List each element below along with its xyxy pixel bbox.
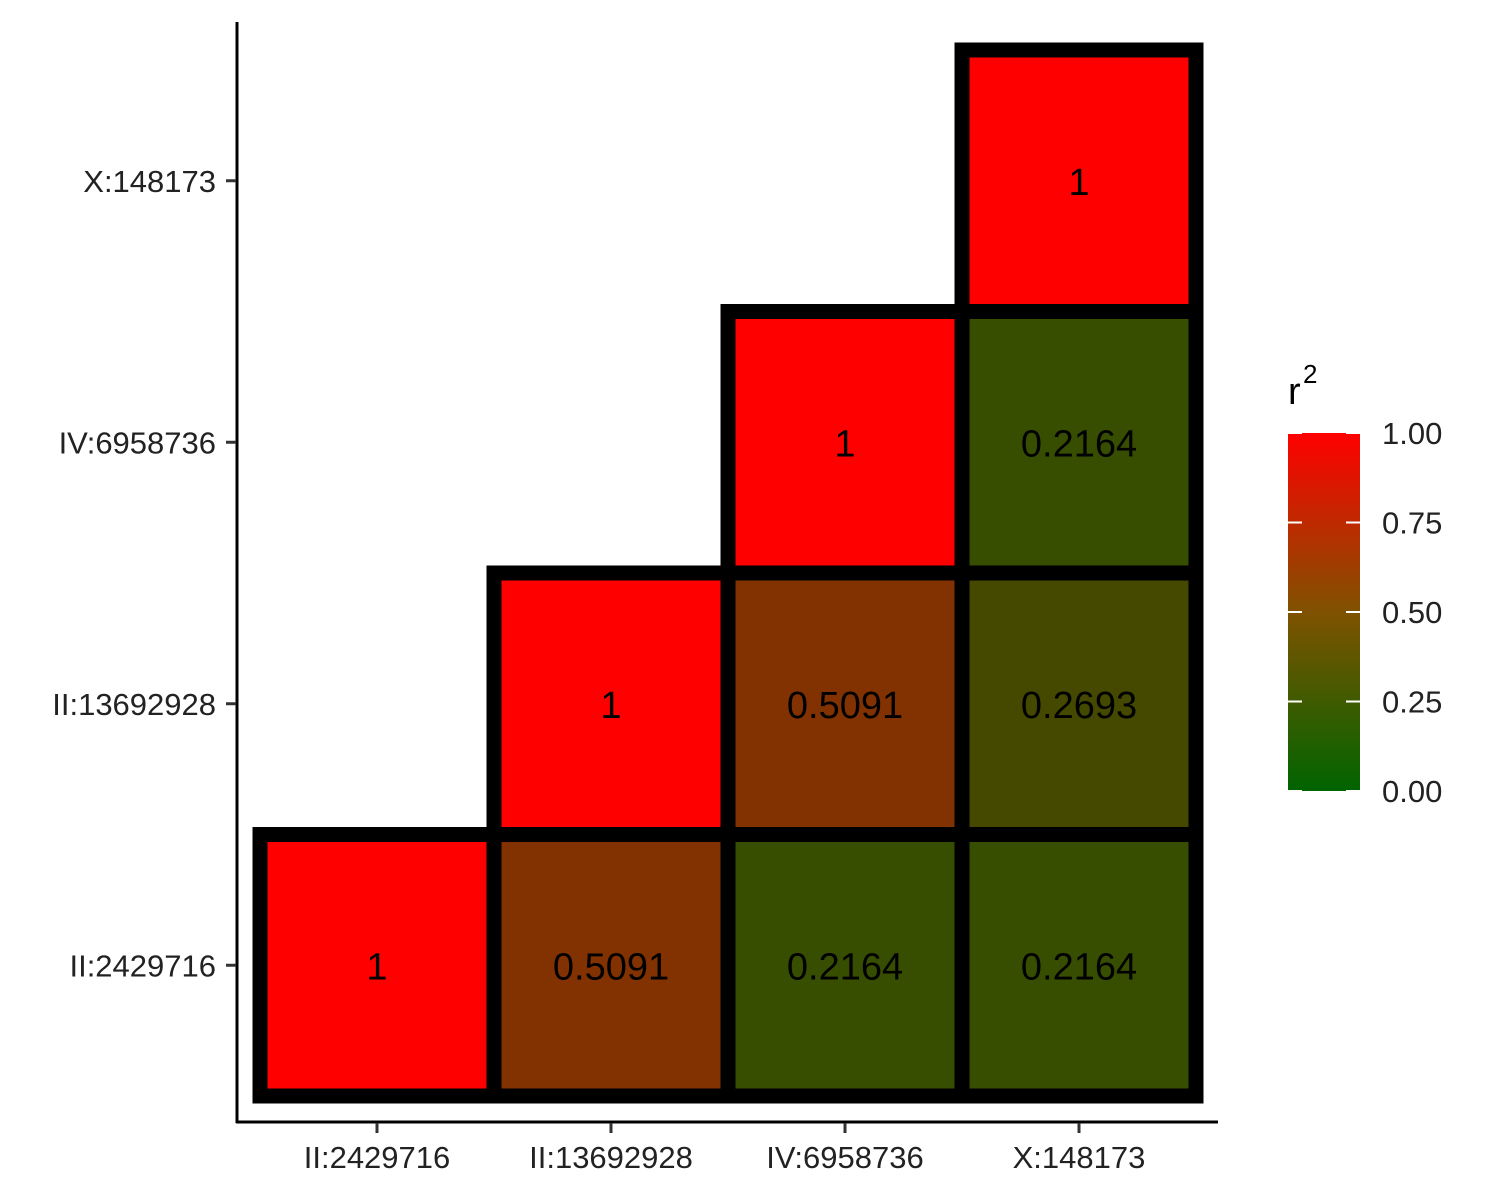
legend-ticks: 0.00 0.25 0.50 0.75 1.00 <box>1288 416 1442 809</box>
heatmap-cell: 0.2693 <box>954 565 1204 842</box>
heatmap-cell: 0.2164 <box>954 827 1204 1104</box>
heatmap-cell-rect <box>954 565 1204 842</box>
heatmap-cell-rect <box>252 827 502 1104</box>
heatmap-cell-label: 0.5091 <box>787 685 903 727</box>
legend-title-superscript: 2 <box>1303 359 1317 389</box>
heatmap-cell-rect <box>954 304 1204 581</box>
heatmap-cell-label: 1 <box>1068 162 1089 204</box>
heatmap-cell: 1 <box>252 827 502 1104</box>
axes <box>235 22 1218 1124</box>
legend-tick-label: 0.50 <box>1382 595 1442 630</box>
x-tick-label: X:148173 <box>1013 1140 1146 1175</box>
x-tick-label: IV:6958736 <box>766 1140 923 1175</box>
legend-title: r <box>1288 371 1301 413</box>
heatmap-cell: 0.2164 <box>720 827 970 1104</box>
heatmap-cell-rect <box>720 304 970 581</box>
heatmap-cells: 1 0.5091 0.2164 0.2164 1 0.5091 0.2693 1 0.2164 1 <box>252 42 1204 1104</box>
heatmap-cell: 0.5091 <box>486 827 736 1104</box>
legend-tick-label: 0.00 <box>1382 774 1442 809</box>
heatmap-cell-label: 0.2164 <box>1021 946 1137 988</box>
y-tick-label: II:13692928 <box>52 687 216 722</box>
heatmap-cell-label: 1 <box>834 423 855 465</box>
y-tick-label: II:2429716 <box>69 948 216 983</box>
heatmap-cell: 1 <box>720 304 970 581</box>
legend-tick-label: 0.25 <box>1382 685 1442 720</box>
heatmap-cell-label: 0.2164 <box>787 946 903 988</box>
heatmap-cell-label: 0.2164 <box>1021 423 1137 465</box>
heatmap-cell-rect <box>486 827 736 1104</box>
legend-tick-label: 0.75 <box>1382 506 1442 541</box>
heatmap-cell-rect <box>954 827 1204 1104</box>
heatmap-cell: 1 <box>954 42 1204 319</box>
heatmap-cell: 1 <box>486 565 736 842</box>
heatmap-cell-label: 0.2693 <box>1021 685 1137 727</box>
legend: r 2 0.00 0.25 0.50 0.75 1.00 <box>1288 359 1442 809</box>
heatmap-cell-label: 0.5091 <box>553 946 669 988</box>
heatmap-cell: 0.2164 <box>954 304 1204 581</box>
heatmap-cell-rect <box>486 565 736 842</box>
x-tick-label: II:13692928 <box>529 1140 693 1175</box>
y-tick-label: X:148173 <box>83 164 216 199</box>
y-tick-label: IV:6958736 <box>59 425 216 460</box>
heatmap-cell-label: 1 <box>366 946 387 988</box>
x-axis-ticks: II:2429716 II:13692928 IV:6958736 X:148173 <box>304 1123 1146 1175</box>
x-tick-label: II:2429716 <box>304 1140 451 1175</box>
heatmap-cell-rect <box>954 42 1204 319</box>
legend-tick-label: 1.00 <box>1382 416 1442 451</box>
heatmap-cell: 0.5091 <box>720 565 970 842</box>
heatmap-cell-label: 1 <box>600 685 621 727</box>
y-axis-ticks: II:2429716 II:13692928 IV:6958736 X:148173 <box>52 164 236 983</box>
